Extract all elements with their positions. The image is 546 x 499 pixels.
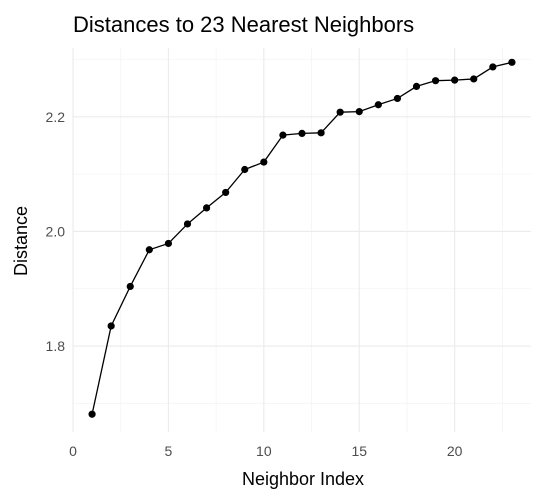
- data-point: [317, 129, 325, 137]
- data-point: [126, 282, 134, 291]
- x-tick-label: 10: [256, 443, 272, 459]
- grid: [72, 48, 531, 432]
- series: [88, 58, 516, 418]
- chart-title: Distances to 23 Nearest Neighbors: [73, 12, 414, 37]
- data-point: [298, 129, 306, 137]
- data-point: [393, 94, 402, 103]
- data-point: [451, 76, 459, 84]
- data-point: [470, 75, 478, 83]
- data-point: [145, 246, 153, 254]
- data-point: [164, 239, 173, 248]
- data-point: [489, 63, 497, 71]
- x-tick-label: 0: [69, 443, 77, 459]
- data-point: [412, 82, 421, 90]
- x-tick-label: 20: [447, 443, 463, 459]
- data-point: [279, 131, 287, 139]
- data-point: [374, 101, 382, 109]
- y-tick-label: 2.0: [46, 223, 66, 239]
- data-point: [222, 188, 230, 197]
- series-line: [91, 61, 513, 415]
- data-point: [508, 58, 516, 66]
- data-point: [431, 77, 440, 85]
- y-tick-label: 1.8: [46, 338, 66, 354]
- y-tick-label: 2.2: [46, 109, 66, 125]
- data-point: [241, 165, 249, 174]
- data-point: [107, 322, 115, 330]
- data-point: [183, 220, 192, 228]
- y-axis-title: Distance: [11, 206, 31, 276]
- data-point: [88, 410, 96, 418]
- x-axis-title: Neighbor Index: [242, 469, 364, 489]
- x-tick-label: 15: [351, 443, 367, 459]
- data-point: [202, 204, 211, 212]
- data-point: [260, 158, 268, 166]
- data-point: [336, 108, 344, 116]
- x-tick-label: 5: [165, 443, 173, 459]
- data-point: [355, 108, 363, 116]
- tick-labels: 0 5 10 15 20 1.8 2.0 2.2: [46, 109, 463, 459]
